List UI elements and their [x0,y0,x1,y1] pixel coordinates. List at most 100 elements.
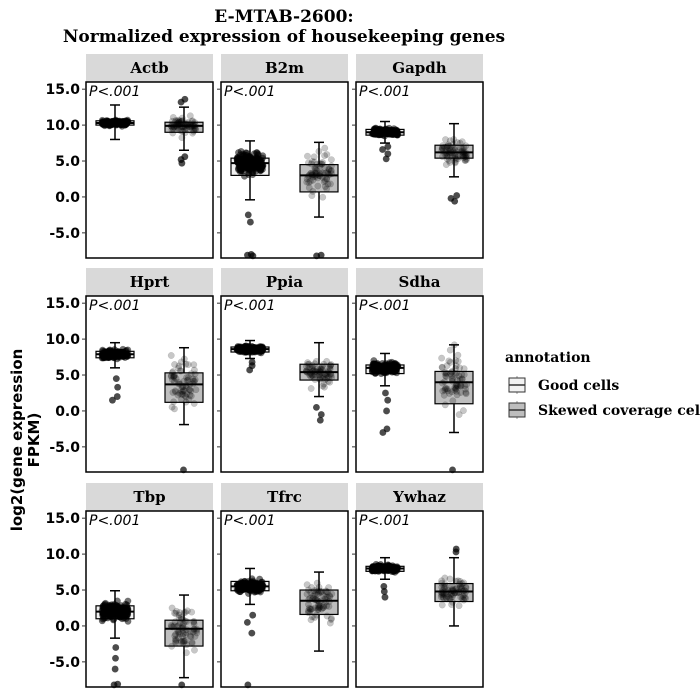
data-point [462,153,470,161]
data-point [324,170,332,177]
data-point [302,368,310,376]
data-point [455,602,463,610]
data-point [314,174,322,182]
data-point [450,587,458,594]
outlier-point [248,358,256,366]
data-point [313,590,321,598]
data-point [177,613,185,621]
data-point [456,376,464,384]
data-point [458,138,466,146]
y-tick-label: -5.0 [49,440,80,456]
data-point [445,390,453,397]
data-point [173,607,180,615]
data-point [462,584,470,592]
data-point [321,144,329,152]
data-point [309,171,317,179]
data-point [101,600,109,608]
data-point [438,601,446,609]
data-point [323,369,331,377]
data-point [175,119,183,127]
data-point [187,123,195,131]
data-point [443,149,451,157]
data-point [174,622,182,630]
data-point [448,587,456,595]
data-point [448,368,456,375]
p-value-label: P<.001 [89,298,140,314]
data-point [316,160,324,168]
strip-gapdh [356,54,483,82]
facet-panel-hprt: Hprt 15.0 10.0 5.0 0.0 -5.0 P<.001 [45,268,214,474]
data-point [174,626,182,634]
data-point [456,364,464,372]
strip-label-ywhaz: Ywhaz [392,488,446,506]
data-point [315,590,322,598]
data-point [312,595,320,603]
data-point [311,590,319,598]
data-point [169,372,177,380]
data-point [304,152,311,160]
data-point [441,369,449,377]
data-point [304,607,312,615]
data-point [454,357,462,365]
data-point [326,370,334,378]
data-point [460,587,468,595]
data-point [172,636,180,644]
outlier-point [112,375,120,383]
data-point [326,362,334,369]
outlier-point [384,150,392,158]
data-point [189,121,197,129]
data-point [309,367,317,375]
data-point [458,375,466,383]
data-point [438,144,446,152]
data-point [184,121,192,129]
data-point [167,372,175,380]
data-point [308,157,316,165]
data-point [190,126,198,134]
data-point [323,374,331,382]
data-point [303,368,311,376]
data-point [180,609,188,617]
data-point [323,612,331,620]
data-point [172,117,180,124]
data-point [245,580,253,588]
data-point [317,168,325,176]
data-point [457,389,465,396]
data-point [171,632,179,640]
data-point [461,150,469,158]
data-point [171,618,179,626]
data-point [111,607,119,615]
data-point [328,374,336,382]
data-point [462,152,470,160]
data-point [452,365,459,372]
data-point [441,378,448,386]
data-point [324,588,332,596]
data-point [320,178,328,186]
data-point [311,367,319,375]
data-point [451,146,459,154]
box-hprt-good [95,341,135,404]
data-point [445,148,453,155]
data-point [319,604,327,612]
data-point [308,192,316,200]
data-point [327,180,334,188]
data-point [441,574,449,582]
data-point [169,368,177,375]
data-point [442,588,450,596]
strip-label-sdha: Sdha [399,273,441,291]
data-point [315,147,323,155]
data-point [453,139,461,146]
data-point [170,398,178,406]
data-point [170,122,178,130]
box-iqr [299,164,339,193]
data-point [462,385,469,393]
data-point [457,148,465,156]
data-point [175,362,183,370]
data-point [314,596,322,604]
data-point [449,585,456,593]
data-point [319,382,327,390]
data-point [167,621,175,629]
data-point [172,375,180,382]
data-point [318,160,326,168]
data-point [312,171,320,179]
box-actb-good [95,104,135,141]
